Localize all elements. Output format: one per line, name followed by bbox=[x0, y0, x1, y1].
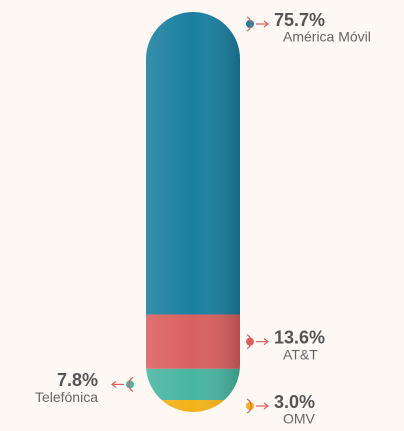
value-label: 13.6% bbox=[274, 327, 325, 347]
marker-arrow bbox=[128, 376, 134, 392]
segment bbox=[146, 314, 240, 369]
marker-head bbox=[263, 20, 269, 28]
marker-dot bbox=[246, 337, 254, 346]
marker-dot bbox=[246, 402, 254, 411]
category-label: OMV bbox=[283, 411, 316, 427]
segment bbox=[146, 12, 240, 315]
marker-arrow bbox=[246, 398, 252, 414]
marker-head bbox=[263, 338, 269, 346]
capsule bbox=[146, 12, 240, 412]
marker-arrow bbox=[246, 16, 252, 32]
category-label: América Móvil bbox=[283, 29, 371, 45]
value-label: 75.7% bbox=[274, 10, 325, 30]
value-label: 7.8% bbox=[57, 370, 98, 390]
marker-head bbox=[111, 380, 117, 388]
marker-arrow bbox=[246, 334, 252, 350]
marker-dot bbox=[126, 380, 134, 389]
category-label: Telefónica bbox=[35, 389, 98, 405]
marker-dot bbox=[246, 20, 254, 28]
segment bbox=[146, 368, 240, 401]
marker-head bbox=[263, 402, 269, 410]
value-label: 3.0% bbox=[274, 392, 315, 412]
category-label: AT&T bbox=[283, 346, 318, 362]
